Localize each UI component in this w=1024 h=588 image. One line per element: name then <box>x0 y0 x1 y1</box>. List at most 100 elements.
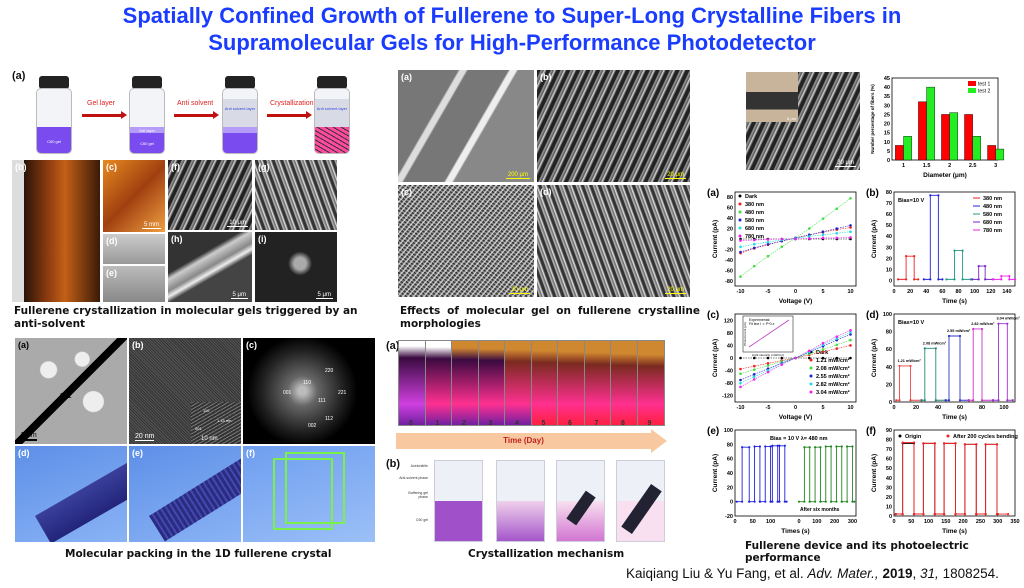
data-point <box>849 344 852 347</box>
x-tick-label: 0 <box>733 519 736 525</box>
series-line <box>968 328 993 401</box>
histogram-bar <box>964 114 973 161</box>
plot-frame <box>734 191 857 287</box>
day-label: 1 <box>435 420 440 427</box>
bias-note: Bias=10 V <box>898 198 924 204</box>
legend-label: Dark <box>745 194 758 200</box>
data-point <box>819 446 822 449</box>
data-point <box>807 237 811 240</box>
legend-label: 2.55 mW/cm² <box>816 373 850 380</box>
data-point <box>785 500 788 503</box>
data-point <box>808 500 811 503</box>
data-point <box>922 442 925 445</box>
data-point <box>1008 274 1011 278</box>
poster-title: Spatially Confined Growth of Fullerene t… <box>0 2 1024 56</box>
data-point <box>975 443 978 446</box>
data-point <box>780 245 784 249</box>
data-point <box>766 370 770 374</box>
photo-fiber-ruler-e: (e) <box>103 266 165 302</box>
x-tick-label: 0 <box>892 405 895 411</box>
arrow-icon <box>267 111 312 119</box>
data-point <box>849 329 852 332</box>
data-point <box>958 334 962 338</box>
legend-label: test 2 <box>978 89 990 95</box>
data-point <box>752 238 756 242</box>
y-tick-label: 0 <box>730 500 733 506</box>
y-tick-label: 0 <box>730 237 733 243</box>
data-point <box>1013 278 1017 281</box>
data-point <box>764 500 767 503</box>
sem-image-mid-c: (c) 20 μm <box>398 185 534 297</box>
x-axis-label: Voltage (V) <box>779 414 812 421</box>
x-tick-label: 0 <box>892 289 895 295</box>
y-tick-label: 40 <box>727 343 733 349</box>
data-point <box>947 399 951 402</box>
legend-label: 580 nm <box>983 212 1002 218</box>
y-tick-label: 90 <box>886 428 892 434</box>
series-line <box>972 265 994 280</box>
sem-device-image: 8 μm 30 μm <box>746 72 860 170</box>
data-point <box>766 356 770 360</box>
data-point <box>758 500 762 503</box>
caption-device-performance: Fullerene device and its photoelectric p… <box>745 540 969 564</box>
data-point <box>961 278 964 281</box>
y-tick-label: 80 <box>886 330 892 336</box>
y-tick-label: 10 <box>886 267 892 273</box>
x-tick-label: -5 <box>766 405 771 411</box>
y-tick-label: 0 <box>887 158 890 164</box>
y-tick-label: 0 <box>889 514 892 520</box>
y-tick-label: 15 <box>884 131 890 137</box>
y-tick-label: 30 <box>886 245 892 251</box>
panel-label: (f) <box>866 426 876 437</box>
y-tick-label: -60 <box>725 268 733 274</box>
histogram-bar <box>987 145 996 161</box>
x-tick-label: 5 <box>821 289 824 295</box>
vial-day-4 <box>504 340 532 426</box>
data-point <box>752 242 756 246</box>
data-point <box>984 264 987 268</box>
intensity-label: 2.82 mW/cm² <box>971 322 995 326</box>
data-point <box>969 278 972 281</box>
data-point <box>813 500 817 503</box>
data-point <box>821 217 825 220</box>
photo-fibers-closeup: (c) 5 mm <box>103 160 165 232</box>
data-point <box>853 500 856 503</box>
x-tick-label: 10 <box>847 289 853 295</box>
y-tick-label: 0 <box>730 356 733 362</box>
data-point <box>901 512 904 516</box>
data-point <box>783 444 786 447</box>
y-axis-label: Current (pA) <box>712 339 719 377</box>
legend-marker <box>809 366 813 370</box>
y-tick-label: 10 <box>886 504 892 510</box>
data-point <box>752 373 756 376</box>
render-hexagonal-rod-d: (d) <box>15 446 127 542</box>
data-point <box>739 385 742 389</box>
sem-image-g: (g) <box>255 160 337 230</box>
data-point <box>835 227 839 230</box>
data-point <box>752 364 756 368</box>
vial-day-1 <box>424 340 453 426</box>
data-point <box>933 442 936 445</box>
sem-image-f: (f) 10 μm <box>168 160 252 230</box>
y-tick-label: 70 <box>886 201 892 207</box>
y-axis-label: Current (pA) <box>871 454 878 492</box>
data-point <box>941 278 944 281</box>
histogram-bar <box>949 112 958 161</box>
y-tick-label: 70 <box>886 447 892 453</box>
fft-pattern-c: (c) 220 110 001 221 111 112 002 <box>243 338 375 444</box>
data-point <box>922 278 925 281</box>
x-tick-label: -10 <box>737 405 745 411</box>
citation: Kaiqiang Liu & Yu Fang, et al. Adv. Mate… <box>626 566 999 581</box>
inset-y-label: Photocurrent (pA) <box>743 322 747 346</box>
x-tick-label: 40 <box>935 405 941 411</box>
data-point <box>980 399 984 402</box>
data-point <box>851 500 854 503</box>
caption-gel-effects: Effects of molecular gel on fullerene cr… <box>400 305 700 330</box>
legend-label: 1.21 mW/cm² <box>816 357 850 364</box>
y-tick-label: 80 <box>886 190 892 196</box>
data-point <box>821 341 825 345</box>
x-tick-label: 150 <box>941 519 950 525</box>
data-point <box>821 230 825 233</box>
data-point <box>780 363 784 366</box>
data-point <box>898 364 901 368</box>
